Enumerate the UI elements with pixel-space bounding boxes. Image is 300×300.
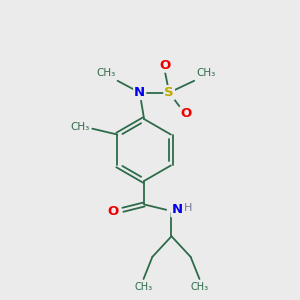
Text: O: O	[180, 107, 191, 120]
Text: N: N	[172, 203, 183, 216]
Text: N: N	[134, 86, 145, 99]
Text: S: S	[164, 86, 174, 99]
Text: H: H	[184, 203, 192, 213]
Text: CH₃: CH₃	[190, 283, 208, 292]
Text: CH₃: CH₃	[70, 122, 89, 132]
Text: CH₃: CH₃	[96, 68, 115, 78]
Text: O: O	[107, 205, 118, 218]
Text: CH₃: CH₃	[196, 68, 216, 78]
Text: CH₃: CH₃	[134, 283, 153, 292]
Text: O: O	[159, 59, 170, 72]
